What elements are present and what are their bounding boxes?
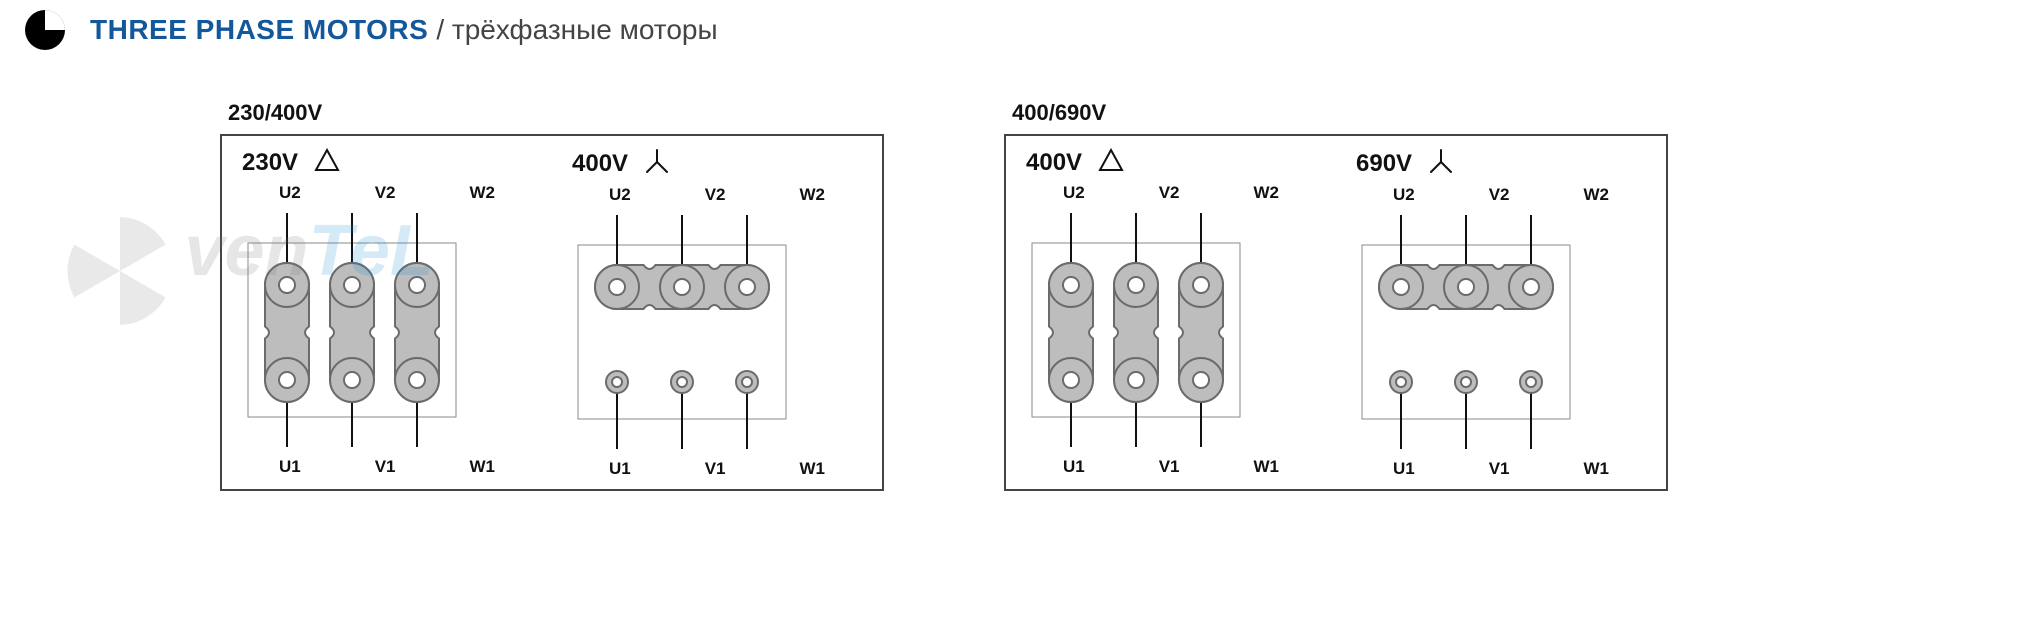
wiring-cell: 400V U2 V2 W2 U1 V1 W1	[552, 136, 882, 489]
delta-icon	[314, 148, 340, 178]
bottom-terminal-labels: U1 V1 W1	[242, 457, 532, 477]
star-icon	[1428, 148, 1454, 180]
cell-head: 230V	[242, 148, 532, 178]
wiring-cell: 230V U2 V2 W2 U1 V1 W1	[222, 136, 552, 489]
delta-icon	[1098, 148, 1124, 178]
voltage-group: 400/690V 400V U2 V2 W2 U1 V1 W1 690V U2 V2 W2 …	[1004, 100, 1668, 491]
terminal-label: U2	[609, 185, 631, 205]
diagrams-container: 230/400V 230V U2 V2 W2 U1 V1 W1 400V U2 V2 W2 …	[0, 60, 2028, 491]
terminal-label: V1	[705, 459, 726, 479]
wiring-cell: 690V U2 V2 W2 U1 V1 W1	[1336, 136, 1666, 489]
title-en: THREE PHASE MOTORS	[90, 14, 428, 46]
terminal-label: W1	[1253, 457, 1279, 477]
terminal-label: V2	[1489, 185, 1510, 205]
star-icon	[644, 148, 670, 180]
terminal-label: V2	[375, 183, 396, 203]
cell-head: 400V	[1026, 148, 1316, 178]
bottom-terminal-labels: U1 V1 W1	[1026, 457, 1316, 477]
top-terminal-labels: U2 V2 W2	[242, 183, 532, 203]
terminal-label: V1	[1159, 457, 1180, 477]
terminal-label: U1	[609, 459, 631, 479]
terminal-label: U2	[1393, 185, 1415, 205]
cell-head: 690V	[1356, 148, 1646, 180]
wiring-cell: 400V U2 V2 W2 U1 V1 W1	[1006, 136, 1336, 489]
cell-head: 400V	[572, 148, 862, 180]
terminal-label: V2	[705, 185, 726, 205]
voltage-label: 400V	[1026, 149, 1082, 177]
pair-box: 230V U2 V2 W2 U1 V1 W1 400V U2 V2 W2 U1 V1 W1	[220, 134, 884, 491]
terminal-label: V1	[375, 457, 396, 477]
bullet-icon	[25, 10, 65, 50]
voltage-label: 400V	[572, 150, 628, 178]
pair-box: 400V U2 V2 W2 U1 V1 W1 690V U2 V2 W2 U1 V1 W1	[1004, 134, 1668, 491]
top-terminal-labels: U2 V2 W2	[1026, 183, 1316, 203]
bottom-terminal-labels: U1 V1 W1	[1356, 459, 1646, 479]
terminal-label: W2	[1583, 185, 1609, 205]
top-terminal-labels: U2 V2 W2	[572, 185, 862, 205]
terminal-label: W2	[799, 185, 825, 205]
terminal-label: U1	[279, 457, 301, 477]
terminal-label: V1	[1489, 459, 1510, 479]
terminal-label: W1	[1583, 459, 1609, 479]
title-ru: / трёхфазные моторы	[436, 14, 717, 46]
terminal-label: U2	[1063, 183, 1085, 203]
bottom-terminal-labels: U1 V1 W1	[572, 459, 862, 479]
terminal-label: W2	[1253, 183, 1279, 203]
terminal-label: V2	[1159, 183, 1180, 203]
group-label: 230/400V	[228, 100, 884, 126]
terminal-label: W1	[799, 459, 825, 479]
voltage-label: 690V	[1356, 150, 1412, 178]
terminal-label: U2	[279, 183, 301, 203]
group-label: 400/690V	[1012, 100, 1668, 126]
terminal-label: W2	[469, 183, 495, 203]
top-terminal-labels: U2 V2 W2	[1356, 185, 1646, 205]
terminal-label: W1	[469, 457, 495, 477]
page-header: THREE PHASE MOTORS / трёхфазные моторы	[0, 0, 2028, 60]
voltage-label: 230V	[242, 149, 298, 177]
voltage-group: 230/400V 230V U2 V2 W2 U1 V1 W1 400V U2 V2 W2 …	[220, 100, 884, 491]
terminal-label: U1	[1393, 459, 1415, 479]
terminal-label: U1	[1063, 457, 1085, 477]
